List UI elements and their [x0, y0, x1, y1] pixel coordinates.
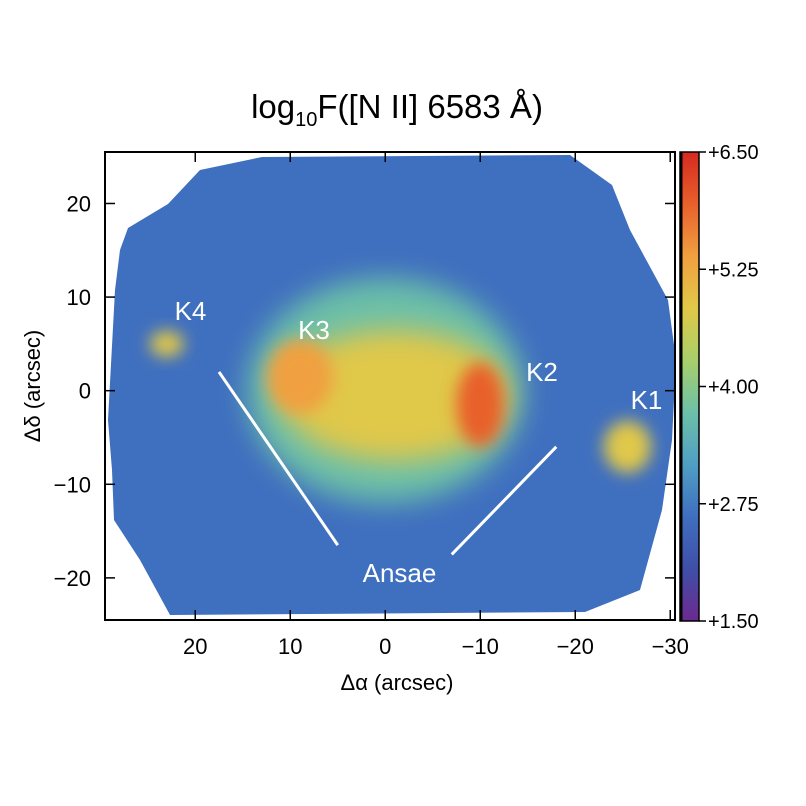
y-tick-label: 20	[67, 191, 91, 216]
heatmap-east-rim	[266, 339, 333, 415]
heatmap-image	[108, 155, 675, 615]
heatmap-west-rim	[456, 362, 504, 447]
y-tick-label: −10	[54, 472, 91, 497]
y-tick-label: −20	[54, 566, 91, 591]
colorbar-tick-label: +4.00	[708, 377, 759, 399]
x-axis-label: Δα (arcsec)	[341, 670, 454, 695]
ansae-pointer-line-2	[450, 445, 558, 556]
x-tick-label: −30	[652, 634, 689, 659]
x-axis-ticks: 20 10 0 −10 −20 −30	[183, 152, 689, 659]
ansae-pointer-lines	[217, 371, 558, 556]
x-tick-label: 20	[183, 634, 207, 659]
y-axis-label: Δδ (arcsec)	[20, 330, 45, 443]
heatmap-core	[280, 329, 509, 461]
y-tick-label: 0	[79, 379, 91, 404]
heatmap-K1	[603, 420, 652, 474]
y-tick-label: 10	[67, 285, 91, 310]
chart-title: log10F([N II] 6583 Å)	[251, 88, 543, 131]
colorbar-tick-label: +1.50	[708, 611, 759, 633]
feature-labels: K1 K2 K3 K4 Ansae	[175, 296, 663, 588]
x-tick-label: 0	[379, 634, 391, 659]
x-tick-label: 10	[278, 634, 302, 659]
colorbar-tick-label: +2.75	[708, 494, 759, 516]
label-ansae: Ansae	[363, 558, 437, 588]
colorbar-ticks: +6.50 +5.25 +4.00 +2.75 +1.50	[699, 142, 759, 633]
x-tick-label: −20	[557, 634, 594, 659]
ansae-pointer-line-1	[217, 371, 339, 546]
x-tick-label: −10	[462, 634, 499, 659]
label-k4: K4	[175, 296, 207, 326]
label-k2: K2	[526, 357, 558, 387]
colorbar	[680, 152, 699, 621]
y-axis-ticks: 20 10 0 −10 −20	[54, 191, 675, 591]
label-k1: K1	[631, 385, 663, 415]
label-k3: K3	[298, 315, 330, 345]
heatmap-K4	[149, 330, 184, 357]
colorbar-tick-label: +5.25	[708, 259, 759, 281]
plot-frame	[104, 151, 676, 621]
colorbar-tick-label: +6.50	[708, 142, 759, 164]
